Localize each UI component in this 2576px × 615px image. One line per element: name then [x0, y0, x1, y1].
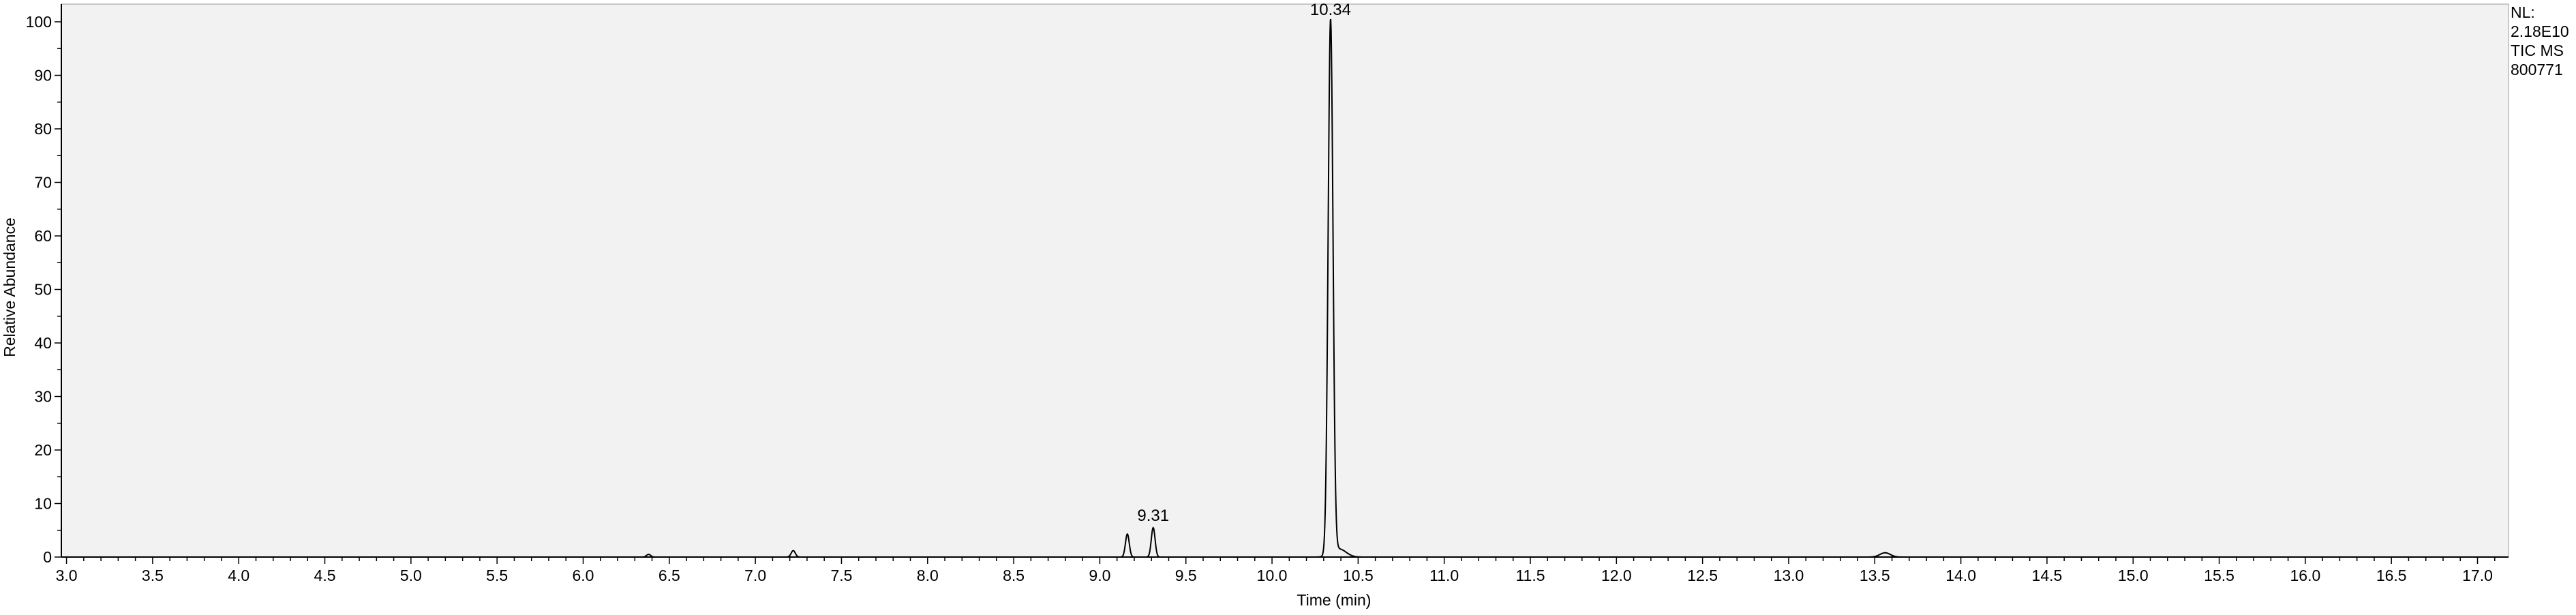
y-tick-label: 80: [34, 120, 52, 138]
plot-area: [61, 3, 2509, 558]
x-tick-label: 12.5: [1687, 567, 1718, 584]
x-tick-label: 4.5: [314, 567, 336, 584]
x-tick-label: 9.0: [1089, 567, 1110, 584]
x-tick-label: 14.5: [2032, 567, 2063, 584]
x-tick-label: 11.5: [1515, 567, 1545, 584]
peak-label: 10.34: [1310, 1, 1351, 19]
x-tick-label: 13.5: [1860, 567, 1890, 584]
x-tick-label: 3.5: [142, 567, 164, 584]
x-tick-label: 11.0: [1429, 567, 1459, 584]
x-tick-label: 12.0: [1601, 567, 1632, 584]
y-tick-label: 50: [34, 281, 52, 299]
x-tick-label: 6.5: [658, 567, 680, 584]
y-tick-label: 40: [34, 334, 52, 352]
normalization-info: NL: 2.18E10 TIC MS 800771: [2511, 3, 2573, 79]
x-tick-label: 10.0: [1257, 567, 1288, 584]
y-tick-label: 10: [34, 495, 52, 513]
x-tick-label: 16.5: [2376, 567, 2407, 584]
y-tick-label: 100: [26, 13, 52, 31]
sample-id: 800771: [2511, 61, 2563, 78]
x-tick-label: 8.5: [1003, 567, 1025, 584]
y-tick-label: 90: [34, 67, 52, 85]
y-tick-label: 70: [34, 174, 52, 192]
scan-filter: TIC MS: [2511, 42, 2564, 59]
nl-label: NL:: [2511, 3, 2535, 21]
y-axis-title: Relative Abundance: [1, 217, 18, 357]
x-tick-label: 17.0: [2462, 567, 2493, 584]
y-tick-label: 60: [34, 227, 52, 245]
x-tick-label: 14.0: [1945, 567, 1976, 584]
nl-value: 2.18E10: [2511, 22, 2569, 40]
x-tick-label: 16.0: [2290, 567, 2321, 584]
x-tick-label: 3.0: [56, 567, 78, 584]
x-axis: 3.0 3.5 4.0 4.5 5.0 5.5 6.0 6.5 7.0 7.5 8.0 8.5 9.0 9…: [56, 556, 2509, 584]
peak-label: 9.31: [1137, 507, 1169, 525]
x-axis-title: Time (min): [1297, 591, 1371, 609]
y-tick-label: 30: [34, 388, 52, 406]
tic-trace: [61, 18, 2509, 558]
x-tick-label: 8.0: [917, 567, 939, 584]
x-tick-label: 7.0: [744, 567, 766, 584]
y-tick-label: 20: [34, 441, 52, 459]
x-tick-label: 15.5: [2204, 567, 2234, 584]
x-tick-label: 5.5: [486, 567, 508, 584]
x-tick-label: 7.5: [830, 567, 852, 584]
x-tick-label: 15.0: [2118, 567, 2149, 584]
y-tick-label: 0: [43, 548, 52, 566]
x-tick-label: 13.0: [1774, 567, 1804, 584]
peak-annotations: 10.34 9.31: [1137, 1, 1351, 525]
x-tick-label: 10.5: [1343, 567, 1374, 584]
x-tick-label: 9.5: [1175, 567, 1197, 584]
x-tick-label: 6.0: [573, 567, 594, 584]
y-axis: 0 10 20 30 40 50 60 70 80 90 100: [26, 4, 62, 566]
x-tick-label: 4.0: [228, 567, 249, 584]
x-tick-label: 5.0: [400, 567, 422, 584]
